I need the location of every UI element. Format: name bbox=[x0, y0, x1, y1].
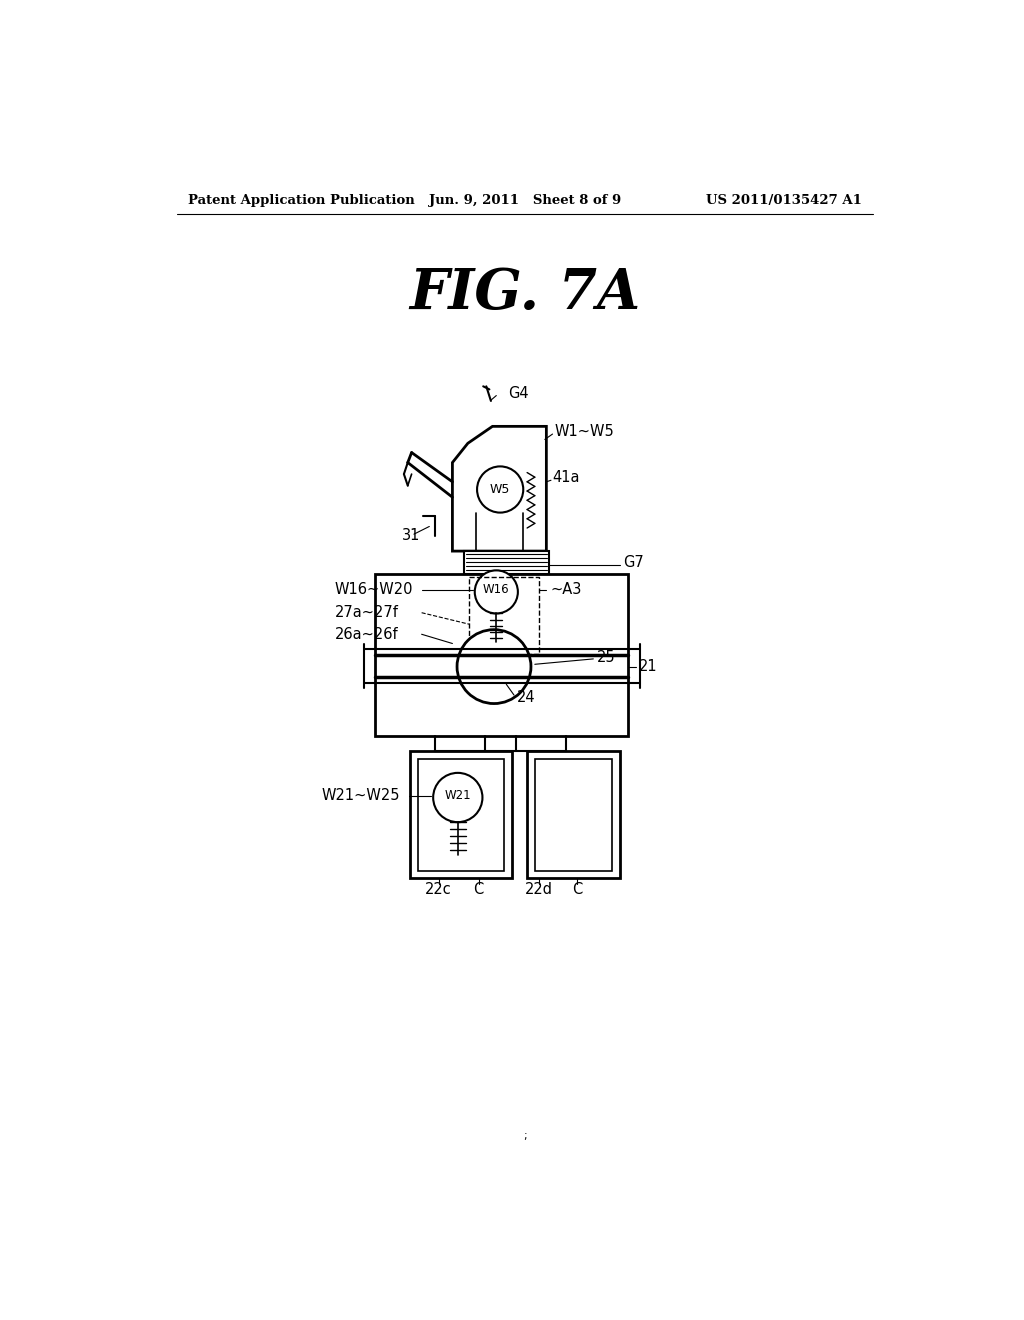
Text: 27a~27f: 27a~27f bbox=[335, 605, 398, 620]
Text: 31: 31 bbox=[401, 528, 420, 544]
Bar bbox=[410, 751, 512, 878]
Text: ;: ; bbox=[523, 1131, 526, 1142]
Text: C: C bbox=[473, 882, 483, 898]
Text: 25: 25 bbox=[596, 649, 615, 665]
Text: US 2011/0135427 A1: US 2011/0135427 A1 bbox=[707, 194, 862, 207]
Text: 41a: 41a bbox=[553, 470, 580, 486]
Text: G4: G4 bbox=[508, 385, 528, 401]
Bar bbox=[464, 552, 549, 574]
Text: W1~W5: W1~W5 bbox=[554, 424, 613, 440]
Text: FIG. 7A: FIG. 7A bbox=[410, 265, 640, 321]
Bar bbox=[535, 759, 611, 871]
Bar bbox=[469, 577, 539, 653]
Text: 22d: 22d bbox=[524, 882, 553, 898]
Bar bbox=[376, 574, 628, 737]
Text: W5: W5 bbox=[489, 483, 510, 496]
Text: ~A3: ~A3 bbox=[550, 582, 582, 597]
Text: 22c: 22c bbox=[425, 882, 452, 898]
Text: Patent Application Publication: Patent Application Publication bbox=[188, 194, 415, 207]
Circle shape bbox=[433, 774, 482, 822]
Text: W16~W20: W16~W20 bbox=[335, 582, 413, 597]
Bar bbox=[418, 759, 504, 871]
Text: 26a~26f: 26a~26f bbox=[335, 627, 398, 642]
Text: G7: G7 bbox=[624, 556, 644, 570]
Text: W16: W16 bbox=[483, 583, 510, 597]
Text: Jun. 9, 2011   Sheet 8 of 9: Jun. 9, 2011 Sheet 8 of 9 bbox=[429, 194, 621, 207]
Bar bbox=[527, 751, 620, 878]
Circle shape bbox=[477, 466, 523, 512]
Text: 24: 24 bbox=[517, 690, 536, 705]
Circle shape bbox=[457, 630, 531, 704]
Text: W21~W25: W21~W25 bbox=[322, 788, 400, 804]
Text: C: C bbox=[572, 882, 583, 898]
Text: 21: 21 bbox=[639, 659, 657, 675]
Text: W21: W21 bbox=[444, 789, 471, 803]
Polygon shape bbox=[453, 426, 547, 552]
Circle shape bbox=[475, 570, 518, 614]
